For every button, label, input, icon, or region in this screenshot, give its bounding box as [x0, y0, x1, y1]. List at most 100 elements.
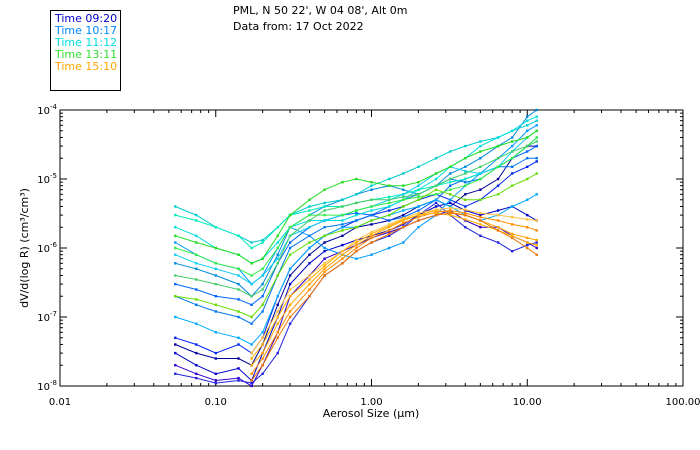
data-point [449, 150, 452, 153]
data-point [535, 160, 538, 163]
data-point [261, 357, 264, 360]
data-point [276, 331, 279, 334]
data-point [526, 213, 529, 217]
data-point [308, 234, 311, 237]
data-point [464, 181, 467, 184]
data-point [496, 209, 500, 212]
data-point [479, 198, 482, 201]
data-point [276, 262, 279, 265]
data-point [195, 376, 198, 380]
data-point [308, 241, 311, 244]
data-point [237, 253, 240, 256]
data-point [323, 226, 326, 229]
data-point [237, 274, 240, 277]
y-tick-label: 10-4 [37, 103, 57, 117]
data-point [174, 315, 177, 319]
data-point [526, 226, 529, 229]
data-point [511, 250, 514, 253]
data-point [464, 193, 467, 196]
data-point [276, 336, 279, 339]
data-point [370, 188, 373, 191]
series-line [175, 141, 537, 297]
data-point [355, 246, 358, 250]
data-point [237, 267, 240, 270]
data-point [535, 157, 538, 160]
data-point [434, 208, 438, 211]
data-point [434, 211, 438, 215]
data-point [402, 241, 405, 244]
data-point [417, 213, 420, 217]
data-point [526, 129, 529, 132]
data-point [526, 198, 529, 201]
data-point [323, 274, 326, 277]
data-point [535, 238, 538, 242]
data-point [464, 144, 467, 148]
data-point [526, 241, 529, 244]
chart-title: PML, N 50 22', W 04 08', Alt 0m [233, 4, 408, 17]
data-point [388, 229, 391, 232]
data-point [276, 253, 279, 256]
data-point [308, 295, 311, 298]
data-point [535, 108, 538, 112]
data-point [195, 213, 198, 217]
data-point [449, 198, 452, 201]
data-point [496, 177, 500, 181]
data-point [250, 357, 253, 360]
data-point [214, 310, 217, 313]
data-point [402, 209, 405, 212]
data-point [288, 295, 292, 298]
data-point [308, 198, 311, 201]
x-tick-label: 100.00 [666, 397, 700, 408]
data-point [288, 253, 292, 256]
data-point [511, 172, 514, 175]
data-point [341, 262, 344, 265]
data-point [276, 257, 279, 260]
data-point [511, 223, 514, 226]
series-line [175, 209, 537, 387]
data-point [214, 295, 217, 298]
data-point [496, 184, 500, 187]
data-point [214, 381, 217, 385]
data-point [250, 282, 253, 286]
data-point [464, 184, 467, 187]
data-point [449, 211, 452, 215]
data-point [511, 184, 514, 187]
series-line [251, 212, 537, 359]
data-point [526, 115, 529, 118]
data-point [496, 241, 500, 244]
data-point [174, 295, 177, 298]
data-point [417, 198, 420, 201]
legend-entry: Time 13:11 [55, 48, 118, 61]
data-point [261, 364, 264, 367]
series-line [175, 137, 538, 277]
series-line [175, 160, 537, 354]
x-tick-label: 0.01 [49, 397, 71, 408]
data-point [496, 144, 500, 148]
data-point [323, 201, 326, 205]
data-point [174, 282, 177, 286]
data-point [417, 195, 420, 199]
data-point [261, 372, 264, 375]
data-point [261, 274, 264, 277]
data-point [250, 315, 253, 319]
data-point [526, 236, 529, 240]
data-point [195, 298, 198, 301]
data-point [323, 246, 326, 250]
series-line [251, 212, 537, 381]
data-point [434, 198, 438, 201]
data-point [535, 246, 538, 250]
data-point [511, 144, 514, 148]
data-point [479, 219, 482, 222]
data-point [535, 124, 538, 127]
data-point [237, 288, 240, 291]
data-point [355, 250, 358, 253]
data-point [434, 201, 438, 205]
data-point [526, 177, 529, 181]
data-point [535, 219, 538, 222]
data-point [250, 246, 253, 250]
data-point [370, 253, 373, 256]
series-line [251, 207, 537, 354]
data-point [261, 282, 264, 286]
data-point [464, 226, 467, 229]
data-point [288, 213, 292, 217]
